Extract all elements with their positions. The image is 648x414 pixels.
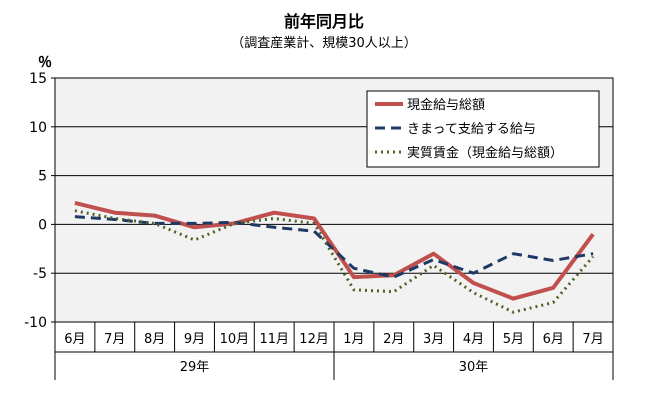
x-tick-label: 12月 <box>299 332 329 347</box>
x-tick-label: 6月 <box>543 332 564 347</box>
y-tick-label: 15 <box>29 71 47 87</box>
chart-title: 前年同月比 <box>283 12 364 31</box>
legend-label: 実質賃金（現金給与総額） <box>407 145 563 161</box>
x-tick-label: 4月 <box>463 332 484 347</box>
x-tick-label: 6月 <box>64 332 85 347</box>
x-tick-label: 7月 <box>104 332 125 347</box>
legend-box <box>366 90 600 168</box>
chart-subtitle: （調査産業計、規模30人以上） <box>231 36 417 51</box>
legend-label: きまって支給する給与 <box>407 122 536 137</box>
y-tick-label: 5 <box>38 169 47 185</box>
y-tick-label: 10 <box>29 120 47 136</box>
x-tick-label: 11月 <box>259 332 289 347</box>
x-tick-label: 2月 <box>383 332 404 347</box>
x-tick-label: 5月 <box>503 332 524 347</box>
x-tick-label: 3月 <box>423 332 444 347</box>
y-tick-label: -10 <box>24 315 47 331</box>
x-tick-label: 8月 <box>144 332 165 347</box>
series-line <box>74 215 594 279</box>
y-tick-label: -5 <box>33 266 47 282</box>
x-tick-label: 1月 <box>343 332 364 347</box>
x-tick-label: 9月 <box>184 332 205 347</box>
x-tick-label: 7月 <box>582 332 603 347</box>
x-tick-label: 10月 <box>220 332 250 347</box>
x-group-label: 29年 <box>180 360 210 375</box>
legend-label: 現金給与総額 <box>407 97 485 113</box>
x-group-label: 30年 <box>459 360 489 375</box>
y-axis-unit-label: ％ <box>38 55 52 71</box>
y-tick-label: 0 <box>38 217 47 233</box>
